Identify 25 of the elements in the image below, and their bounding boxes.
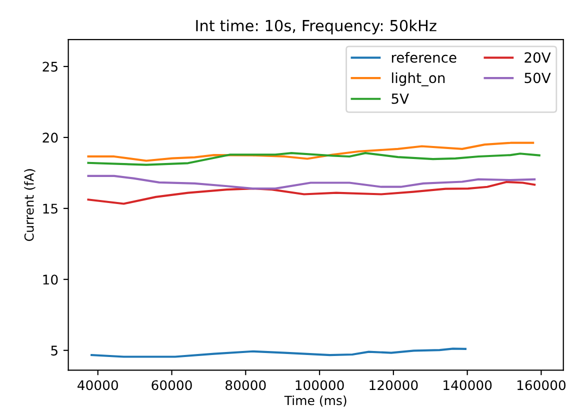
x-tick-label: 60000 (152, 380, 192, 390)
legend-label: light_on (392, 72, 445, 86)
y-tick-label: 5 (51, 346, 58, 356)
chart-title: Int time: 10s, Frequency: 50kHz (196, 20, 436, 34)
x-tick-label: 100000 (296, 380, 344, 390)
x-axis-title: Time (ms) (284, 396, 346, 407)
y-tick-label: 20 (42, 132, 58, 143)
x-tick-label: 160000 (517, 380, 566, 390)
y-tick-label: 10 (43, 274, 58, 285)
line-series (87, 152, 540, 166)
legend-label: 5V (392, 94, 409, 104)
line-series (87, 180, 536, 205)
x-tick-label: 120000 (370, 380, 418, 390)
y-tick-label: 15 (43, 204, 58, 214)
x-tick-label: 40000 (78, 380, 118, 390)
legend-label: 50V (524, 72, 551, 84)
x-tick-label: 80000 (226, 380, 266, 390)
x-tick-label: 140000 (444, 380, 492, 390)
legend-label: 20V (524, 52, 551, 63)
y-tick-label: 25 (42, 62, 58, 72)
line-series (87, 142, 534, 162)
line-series (90, 348, 467, 358)
legend-label: reference (392, 52, 456, 63)
line-series (87, 174, 536, 190)
y-axis-title: Current (fA) (24, 169, 36, 241)
